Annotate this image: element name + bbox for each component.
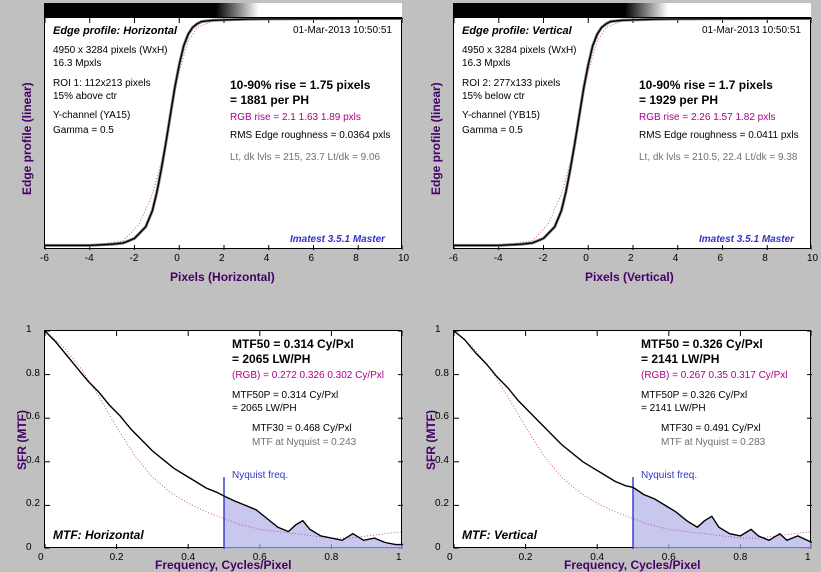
edge-v-xlabel: Pixels (Vertical)	[585, 270, 674, 284]
mtf-v-nyqlabel: Nyquist freq.	[641, 470, 697, 481]
edge-v-rise1: 10-90% rise = 1.7 pixels	[639, 78, 773, 92]
edge-h-mp: 16.3 Mpxls	[53, 58, 101, 69]
edge-h-gamma: Gamma = 0.5	[53, 125, 114, 136]
edge-v-title: Edge profile: Vertical	[462, 25, 572, 37]
edge-h-ych: Y-channel (YA15)	[53, 110, 130, 121]
edge-v-rms: RMS Edge roughness = 0.0411 pxls	[639, 130, 799, 141]
mtf-h-xlabel: Frequency, Cycles/Pixel	[155, 558, 292, 572]
edge-v-dims: 4950 x 3284 pixels (WxH)	[462, 45, 577, 56]
edge-h-title: Edge profile: Horizontal	[53, 25, 177, 37]
mtf-v-rgb: (RGB) = 0.267 0.35 0.317 Cy/Pxl	[641, 370, 787, 381]
mtf-h-title: MTF: Horizontal	[53, 528, 144, 542]
mtf-h-rgb: (RGB) = 0.272 0.326 0.302 Cy/Pxl	[232, 370, 384, 381]
mtf-h-m50-1: MTF50 = 0.314 Cy/Pxl	[232, 337, 354, 351]
edge-v-gamma: Gamma = 0.5	[462, 125, 523, 136]
edge-h-ylabel: Edge profile (linear)	[20, 82, 34, 195]
edge-h-pos: 15% above ctr	[53, 91, 117, 102]
edge-h-rise1: 10-90% rise = 1.75 pixels	[230, 78, 370, 92]
edge-v-ych: Y-channel (YB15)	[462, 110, 540, 121]
mtf-v-m50-1: MTF50 = 0.326 Cy/Pxl	[641, 337, 763, 351]
edge-v-pos: 15% below ctr	[462, 91, 525, 102]
edge-h-lvls: Lt, dk lvls = 215, 23.7 Lt/dk = 9.06	[230, 152, 380, 163]
edge-v-mp: 16.3 Mpxls	[462, 58, 510, 69]
mtf-h-mnyq: MTF at Nyquist = 0.243	[252, 437, 356, 448]
edge-h-gradbar	[44, 3, 402, 17]
edge-h-rms: RMS Edge roughness = 0.0364 pxls	[230, 130, 390, 141]
mtf-v-m30: MTF30 = 0.491 Cy/Pxl	[661, 423, 761, 434]
mtf-h-m50p-1: MTF50P = 0.314 Cy/Pxl	[232, 390, 338, 401]
mtf-v-m50p-2: = 2141 LW/PH	[641, 403, 706, 414]
edge-v-gradbar	[453, 3, 811, 17]
mtf-v-mnyq: MTF at Nyquist = 0.283	[661, 437, 765, 448]
edge-h-roi: ROI 1: 112x213 pixels	[53, 78, 151, 89]
mtf-v-m50p-1: MTF50P = 0.326 Cy/Pxl	[641, 390, 747, 401]
edge-h-rgb: RGB rise = 2.1 1.63 1.89 pxls	[230, 112, 361, 123]
edge-v-software: Imatest 3.5.1 Master	[699, 234, 794, 245]
edge-v-roi: ROI 2: 277x133 pixels	[462, 78, 560, 89]
edge-h-xlabel: Pixels (Horizontal)	[170, 270, 275, 284]
mtf-h-m50p-2: = 2065 LW/PH	[232, 403, 297, 414]
edge-h-dims: 4950 x 3284 pixels (WxH)	[53, 45, 168, 56]
edge-h-software: Imatest 3.5.1 Master	[290, 234, 385, 245]
edge-v-timestamp: 01-Mar-2013 10:50:51	[702, 25, 801, 36]
edge-v-ylabel: Edge profile (linear)	[429, 82, 443, 195]
edge-h-rise2: = 1881 per PH	[230, 93, 309, 107]
edge-v-rise2: = 1929 per PH	[639, 93, 718, 107]
mtf-v-xlabel: Frequency, Cycles/Pixel	[564, 558, 701, 572]
mtf-v-m50-2: = 2141 LW/PH	[641, 352, 719, 366]
edge-h-timestamp: 01-Mar-2013 10:50:51	[293, 25, 392, 36]
edge-v-rgb: RGB rise = 2.26 1.57 1.82 pxls	[639, 112, 775, 123]
mtf-h-m50-2: = 2065 LW/PH	[232, 352, 310, 366]
mtf-h-m30: MTF30 = 0.468 Cy/Pxl	[252, 423, 352, 434]
mtf-v-title: MTF: Vertical	[462, 528, 537, 542]
edge-v-lvls: Lt, dk lvls = 210.5, 22.4 Lt/dk = 9.38	[639, 152, 797, 163]
mtf-h-nyqlabel: Nyquist freq.	[232, 470, 288, 481]
